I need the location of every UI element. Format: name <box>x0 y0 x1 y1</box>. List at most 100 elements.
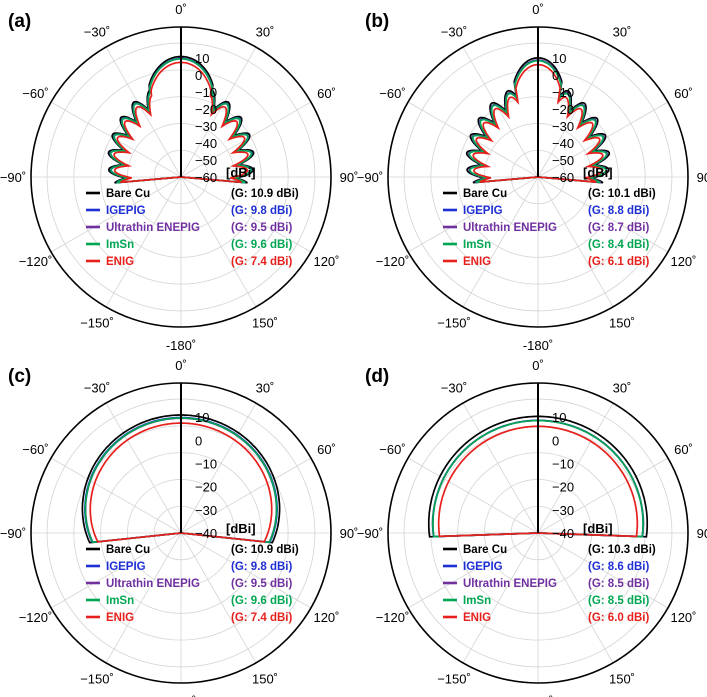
legend-label: Ultrathin ENEPIG <box>106 578 200 590</box>
grid-spoke <box>105 532 182 664</box>
angle-label: 30˚ <box>256 25 275 40</box>
legend-label: ENIG <box>106 612 134 624</box>
grid-spoke <box>105 402 182 534</box>
r-tick-label: −20 <box>552 102 574 117</box>
grid-spoke <box>50 457 182 534</box>
grid-spoke <box>50 101 182 178</box>
grid-spoke <box>537 532 669 609</box>
r-tick-label: −40 <box>552 136 574 151</box>
angle-label: -180˚ <box>523 694 553 697</box>
angle-label: 90˚ <box>697 170 707 185</box>
grid-spoke <box>180 402 257 534</box>
legend-gain: (G: 9.8 dBi) <box>231 205 293 217</box>
legend-label: ImSn <box>463 239 491 251</box>
legend-label: ENIG <box>106 256 134 268</box>
angle-label: −150˚ <box>80 671 114 686</box>
series-line-imsn <box>109 57 253 184</box>
r-tick-label: −30 <box>195 503 217 518</box>
grid-spoke <box>537 532 614 664</box>
angle-label: 150˚ <box>252 671 278 686</box>
grid-spoke <box>407 457 539 534</box>
r-tick-label: 10 <box>195 410 209 425</box>
grid-spoke <box>105 176 182 308</box>
legend-gain: (G: 8.5 dBi) <box>588 595 650 607</box>
legend-label: Bare Cu <box>106 544 150 556</box>
series-line-enig <box>113 61 249 184</box>
grid-spoke <box>407 532 539 609</box>
angle-label: 150˚ <box>252 315 278 330</box>
legend-label: ENIG <box>463 612 491 624</box>
legend-gain: (G: 8.6 dBi) <box>588 561 650 573</box>
panel-label: (d) <box>365 366 389 387</box>
legend-label: Bare Cu <box>106 188 150 200</box>
grid-spoke <box>462 402 539 534</box>
legend-label: Bare Cu <box>463 544 507 556</box>
angle-label: −90˚ <box>0 170 26 185</box>
angle-label: 60˚ <box>317 86 336 101</box>
angle-label: −150˚ <box>437 671 471 686</box>
angle-label: 120˚ <box>670 610 696 625</box>
grid-spoke <box>180 46 257 178</box>
angle-label: −30˚ <box>84 381 110 396</box>
legend-gain: (G: 10.9 dBi) <box>231 188 299 200</box>
legend-gain: (G: 9.5 dBi) <box>231 578 293 590</box>
legend-gain: (G: 8.8 dBi) <box>588 205 650 217</box>
r-tick-label: −20 <box>195 480 217 495</box>
grid-spoke <box>180 532 257 664</box>
legend-label: Ultrathin ENEPIG <box>463 578 557 590</box>
polar-panel-1: (a) 0˚ 30˚ 60˚ 90˚ 120˚ 150˚ -180˚ −150˚ −120˚ −90… <box>0 2 358 353</box>
legend-gain: (G: 8.7 dBi) <box>588 222 650 234</box>
angle-label: −150˚ <box>80 315 114 330</box>
angle-label: 60˚ <box>674 86 693 101</box>
legend-label: Ultrathin ENEPIG <box>463 222 557 234</box>
legend-label: ENIG <box>463 256 491 268</box>
angle-label: 30˚ <box>256 381 275 396</box>
r-tick-label: −30 <box>195 119 217 134</box>
panel-label: (b) <box>365 11 389 32</box>
angle-label: −90˚ <box>357 170 383 185</box>
r-tick-label: −10 <box>552 85 574 100</box>
r-tick-label: 0 <box>552 68 559 83</box>
legend-label: IGEPIG <box>106 561 146 573</box>
legend-gain: (G: 9.6 dBi) <box>231 239 293 251</box>
r-tick-label: −60 <box>195 170 217 185</box>
grid-spoke <box>180 176 312 253</box>
angle-label: 60˚ <box>674 442 693 457</box>
angle-label: 90˚ <box>340 526 359 541</box>
angle-label: −60˚ <box>379 86 405 101</box>
series-line-imsn <box>432 419 644 538</box>
r-tick-label: −40 <box>552 526 574 541</box>
series-line-enig <box>437 425 639 538</box>
series-line-bare-cu <box>81 414 281 544</box>
angle-label: 120˚ <box>313 610 339 625</box>
grid-spoke <box>462 176 539 308</box>
angle-label: −120˚ <box>376 610 410 625</box>
angle-label: −30˚ <box>84 25 110 40</box>
grid-spoke <box>105 46 182 178</box>
angle-label: 120˚ <box>670 254 696 269</box>
angle-label: -180˚ <box>523 338 553 353</box>
panel-label: (a) <box>8 11 31 32</box>
r-tick-label: 0 <box>195 68 202 83</box>
angle-label: 90˚ <box>340 170 359 185</box>
unit-label: [dBi] <box>226 165 256 180</box>
grid-spoke <box>50 532 182 609</box>
legend-gain: (G: 8.5 dBi) <box>588 578 650 590</box>
series-line-imsn <box>84 417 278 544</box>
legend-gain: (G: 7.4 dBi) <box>231 612 293 624</box>
legend-label: IGEPIG <box>463 561 503 573</box>
legend-gain: (G: 9.6 dBi) <box>231 595 293 607</box>
r-tick-label: −50 <box>195 153 217 168</box>
legend-gain: (G: 10.3 dBi) <box>588 544 656 556</box>
unit-label: [dBi] <box>226 521 256 536</box>
angle-label: 90˚ <box>697 526 707 541</box>
grid-spoke <box>180 532 312 609</box>
angle-label: -180˚ <box>166 338 196 353</box>
angle-label: −120˚ <box>19 610 53 625</box>
legend-gain: (G: 10.1 dBi) <box>588 188 656 200</box>
grid-spoke <box>537 176 614 308</box>
angle-label: −60˚ <box>22 442 48 457</box>
polar-panel-2: (b) 0˚ 30˚ 60˚ 90˚ 120˚ 150˚ -180˚ −150˚ −120˚ −90… <box>357 2 707 353</box>
grid-spoke <box>537 176 669 253</box>
